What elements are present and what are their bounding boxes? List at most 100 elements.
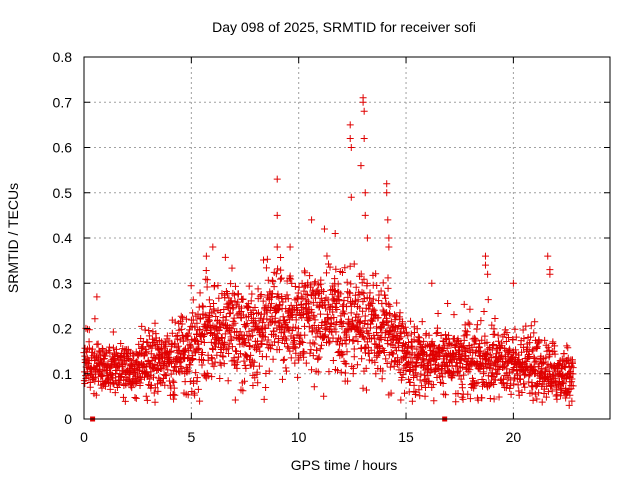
data-point xyxy=(264,336,272,344)
y-tick-label: 0.2 xyxy=(53,321,73,337)
data-point xyxy=(328,290,336,298)
data-point xyxy=(91,315,99,323)
data-point xyxy=(460,371,468,379)
data-point xyxy=(210,307,218,315)
y-tick-label: 0.8 xyxy=(53,49,73,65)
data-point xyxy=(448,362,456,370)
data-point xyxy=(253,309,261,317)
data-point xyxy=(316,327,324,335)
data-point xyxy=(366,289,374,297)
data-point xyxy=(189,309,197,317)
data-point xyxy=(344,377,352,385)
data-point xyxy=(538,398,546,406)
data-point xyxy=(453,368,461,376)
data-point xyxy=(396,309,404,317)
data-point xyxy=(101,352,109,360)
data-point xyxy=(381,294,389,302)
data-point xyxy=(275,334,283,342)
data-point xyxy=(377,287,385,295)
data-point xyxy=(257,291,265,299)
data-point xyxy=(291,282,299,290)
data-point xyxy=(302,290,310,298)
data-point xyxy=(416,392,424,400)
data-point xyxy=(345,315,353,323)
data-point xyxy=(490,325,498,333)
data-point xyxy=(145,343,153,351)
data-point xyxy=(233,347,241,355)
data-point xyxy=(525,372,533,380)
data-point xyxy=(230,354,238,362)
data-point xyxy=(199,303,207,311)
data-point xyxy=(263,308,271,316)
data-point xyxy=(288,279,296,287)
data-point xyxy=(482,350,490,358)
data-point xyxy=(362,364,370,372)
data-point xyxy=(265,367,273,375)
data-point xyxy=(526,339,534,347)
data-point xyxy=(92,391,100,399)
data-point xyxy=(466,366,474,374)
data-point xyxy=(276,275,284,283)
data-point xyxy=(274,290,282,298)
data-point xyxy=(171,318,179,326)
data-point xyxy=(224,377,232,385)
data-point xyxy=(237,350,245,358)
data-point xyxy=(488,321,496,329)
data-point xyxy=(409,358,417,366)
data-point xyxy=(443,344,451,352)
data-point xyxy=(189,316,197,324)
data-point xyxy=(382,355,390,363)
data-point xyxy=(472,337,480,345)
data-point xyxy=(304,309,312,317)
data-point xyxy=(434,329,442,337)
data-point xyxy=(330,286,338,294)
data-point xyxy=(416,376,424,384)
data-point xyxy=(300,348,308,356)
data-point xyxy=(272,270,280,278)
data-point xyxy=(283,336,291,344)
data-point xyxy=(308,327,316,335)
data-point xyxy=(288,327,296,335)
data-point xyxy=(411,328,419,336)
data-point xyxy=(347,309,355,317)
data-point xyxy=(458,384,466,392)
data-point xyxy=(330,314,338,322)
data-point xyxy=(555,360,563,368)
data-point xyxy=(156,345,164,353)
y-tick-label: 0.6 xyxy=(53,140,73,156)
data-point xyxy=(428,338,436,346)
data-point xyxy=(420,337,428,345)
data-point xyxy=(320,333,328,341)
data-point xyxy=(385,234,393,242)
data-point xyxy=(480,308,488,316)
data-point xyxy=(518,388,526,396)
data-point xyxy=(363,279,371,287)
data-point xyxy=(397,333,405,341)
data-point xyxy=(259,329,267,337)
data-point xyxy=(176,336,184,344)
data-point xyxy=(352,333,360,341)
data-point xyxy=(511,325,519,333)
data-point xyxy=(393,299,401,307)
data-point xyxy=(253,368,261,376)
data-point xyxy=(286,243,294,251)
data-point xyxy=(550,347,558,355)
data-point xyxy=(169,377,177,385)
data-point xyxy=(365,329,373,337)
data-point xyxy=(357,162,365,170)
data-point xyxy=(81,380,89,388)
data-point xyxy=(564,344,572,352)
data-point xyxy=(294,373,302,381)
data-point xyxy=(137,344,145,352)
data-point xyxy=(565,385,573,393)
data-point xyxy=(228,264,236,272)
data-point xyxy=(430,397,438,405)
data-point xyxy=(305,323,313,331)
data-point xyxy=(341,264,349,272)
data-point xyxy=(234,298,242,306)
data-point xyxy=(94,340,102,348)
data-point xyxy=(297,337,305,345)
data-point xyxy=(269,355,277,363)
data-point xyxy=(525,378,533,386)
data-point xyxy=(311,340,319,348)
